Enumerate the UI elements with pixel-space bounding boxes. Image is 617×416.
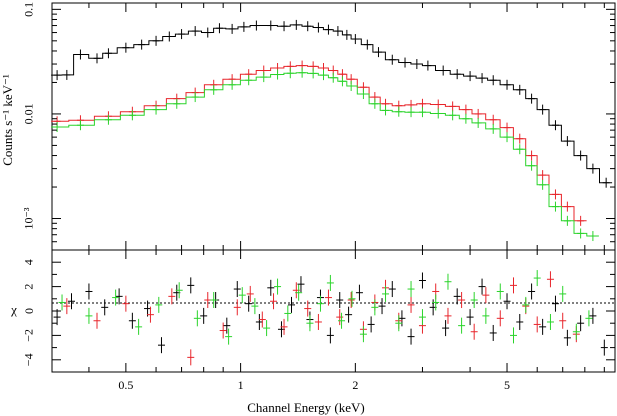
bottom-panel: −4 −2 0 2 4 χ (10, 249, 616, 373)
residuals-ytick-label-3: 2 (22, 284, 36, 290)
residuals-ytick-label-4: 4 (22, 259, 36, 265)
x-tick-label-0: 0.5 (118, 378, 133, 392)
x-tick-label-1: 1 (238, 378, 244, 392)
spectrum-series-1 (51, 60, 587, 226)
spectrum-series-2 (51, 67, 599, 242)
x-axis-label: Channel Energy (keV) (247, 400, 364, 415)
spectrum-model-line-2 (51, 72, 599, 237)
top-y-axis-label: Counts s⁻¹ keV⁻¹ (0, 74, 15, 166)
bottom-panel-frame (51, 249, 616, 373)
residuals-ytick-label-2: 0 (22, 308, 36, 314)
residuals-ytick-label-0: −4 (22, 353, 36, 366)
x-tick-label-3: 5 (504, 378, 510, 392)
spectrum-ytick-label-1: 0.01 (22, 103, 36, 124)
top-panel-y-ticks: 10⁻³ 0.01 0.1 (22, 2, 615, 251)
spectrum-ytick-label-0: 10⁻³ (22, 207, 36, 229)
residuals-series-1 (63, 271, 580, 366)
spectrum-model-line-0 (51, 24, 613, 184)
top-panel-frame (51, 2, 616, 251)
bottom-y-axis-label: χ (10, 302, 17, 317)
residuals-series-2 (58, 270, 593, 345)
top-panel: 10⁻³ 0.01 0.1 Counts s⁻¹ keV⁻¹ (0, 2, 616, 251)
spectrum-model-line-1 (51, 65, 587, 222)
x-axis-ticks: 0.5 1 2 5 (88, 3, 605, 392)
x-tick-label-2: 2 (352, 378, 358, 392)
top-panel-series (51, 19, 613, 242)
residuals-ytick-label-1: −2 (22, 329, 36, 342)
bottom-panel-series (53, 270, 608, 366)
spectrum-ytick-label-2: 0.1 (22, 2, 36, 17)
bottom-panel-y-ticks: −4 −2 0 2 4 (22, 259, 615, 366)
spectrum-series-0 (51, 19, 613, 188)
